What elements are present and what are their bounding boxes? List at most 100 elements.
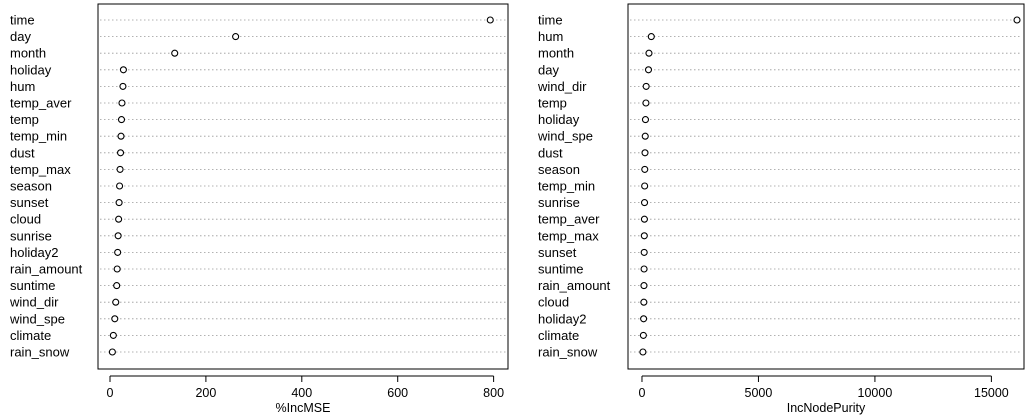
imse-label-month: month: [10, 46, 46, 61]
imse-label-day: day: [10, 29, 31, 44]
imse-point-dust: [116, 149, 125, 157]
imse-point-climate: [109, 331, 117, 339]
purity-x-tick-label-0: 0: [638, 386, 645, 400]
purity-point-temp-max: [640, 232, 648, 240]
purity-label-day: day: [538, 62, 559, 77]
imse-point-day: [232, 33, 240, 41]
purity-point-sunrise: [640, 199, 649, 207]
purity-label-temp: temp: [538, 96, 567, 111]
purity-point-temp-min: [641, 182, 649, 190]
imse-point-rain-snow: [108, 348, 116, 356]
purity-label-time: time: [538, 13, 563, 28]
imse-point-sunset: [115, 199, 123, 207]
imse-x-tick-label-400: 400: [291, 386, 312, 400]
purity-point-hum: [647, 33, 655, 41]
imse-x-tick-label-200: 200: [195, 386, 216, 400]
purity-point-cloud: [640, 298, 648, 306]
imse-label-time: time: [10, 13, 35, 28]
imse-point-temp-max: [116, 165, 124, 173]
purity-point-month: [645, 49, 653, 57]
imse-label-suntime: suntime: [10, 278, 56, 293]
imse-label-dust: dust: [10, 145, 35, 160]
purity-x-tick-label-15000: 15000: [974, 386, 1009, 400]
purity-label-hum: hum: [538, 29, 563, 44]
purity-label-climate: climate: [538, 328, 579, 343]
purity-point-holiday2: [640, 315, 648, 323]
purity-label-holiday: holiday: [538, 112, 580, 127]
purity-label-temp-min: temp_min: [538, 179, 595, 194]
imse-label-temp: temp: [10, 112, 39, 127]
purity-point-day: [644, 66, 653, 74]
imse-point-temp: [117, 116, 126, 124]
imse-point-holiday2: [114, 248, 122, 256]
imse-point-temp-min: [117, 132, 125, 140]
purity-label-sunset: sunset: [538, 245, 577, 260]
imse-label-holiday: holiday: [10, 62, 52, 77]
imse-point-time: [486, 16, 494, 24]
purity-plot-frame: [627, 3, 1025, 370]
purity-x-axis-title: IncNodePurity: [787, 401, 866, 415]
purity-point-temp-aver: [640, 215, 648, 223]
purity-point-rain-snow: [639, 348, 647, 356]
imse-x-tick-label-0: 0: [107, 386, 114, 400]
purity-label-temp-max: temp_max: [538, 228, 599, 243]
imse-label-climate: climate: [10, 328, 51, 343]
purity-point-holiday: [641, 116, 650, 124]
imse-point-sunrise: [114, 232, 122, 240]
imse-label-rain-snow: rain_snow: [10, 345, 70, 360]
imse-label-temp-aver: temp_aver: [10, 96, 72, 111]
imse-plot-frame: [97, 3, 509, 370]
imse-label-wind-spe: wind_spe: [9, 311, 65, 326]
imse-x-tick-label-600: 600: [387, 386, 408, 400]
purity-label-wind-spe: wind_spe: [537, 129, 593, 144]
imse-label-cloud: cloud: [10, 212, 41, 227]
purity-point-climate: [639, 331, 647, 339]
imse-point-season: [116, 182, 124, 190]
purity-x-tick-label-10000: 10000: [858, 386, 893, 400]
imse-label-wind-dir: wind_dir: [9, 295, 59, 310]
purity-point-suntime: [640, 265, 648, 273]
purity-point-wind-dir: [642, 82, 650, 90]
purity-point-wind-spe: [641, 132, 649, 140]
imse-point-suntime: [113, 282, 121, 290]
purity-x-tick-label-5000: 5000: [745, 386, 773, 400]
purity-label-holiday2: holiday2: [538, 311, 586, 326]
purity-label-cloud: cloud: [538, 295, 569, 310]
purity-label-rain-amount: rain_amount: [538, 278, 611, 293]
imse-point-cloud: [115, 215, 123, 223]
imse-label-season: season: [10, 179, 52, 194]
imse-point-wind-dir: [112, 298, 120, 306]
imse-x-axis-title: %IncMSE: [276, 401, 331, 415]
purity-point-rain-amount: [640, 282, 648, 290]
purity-label-month: month: [538, 46, 574, 61]
imse-label-temp-max: temp_max: [10, 162, 71, 177]
imse-point-temp-aver: [118, 99, 126, 107]
imse-label-hum: hum: [10, 79, 35, 94]
purity-point-dust: [641, 149, 649, 157]
purity-label-sunrise: sunrise: [538, 195, 580, 210]
purity-point-time: [1013, 16, 1021, 24]
imse-label-holiday2: holiday2: [10, 245, 58, 260]
purity-point-season: [641, 165, 649, 173]
imse-label-sunrise: sunrise: [10, 228, 52, 243]
purity-label-dust: dust: [538, 145, 563, 160]
purity-point-temp: [642, 99, 650, 107]
purity-label-season: season: [538, 162, 580, 177]
imse-label-rain-amount: rain_amount: [10, 262, 83, 277]
purity-label-temp-aver: temp_aver: [538, 212, 600, 227]
purity-label-suntime: suntime: [538, 262, 584, 277]
imse-label-temp-min: temp_min: [10, 129, 67, 144]
imse-label-sunset: sunset: [10, 195, 49, 210]
imse-point-holiday: [119, 66, 127, 74]
purity-label-wind-dir: wind_dir: [537, 79, 587, 94]
imse-point-hum: [119, 82, 127, 90]
imse-point-rain-amount: [113, 265, 121, 273]
imse-x-tick-label-800: 800: [483, 386, 504, 400]
imse-point-month: [171, 49, 179, 57]
purity-point-sunset: [640, 248, 648, 256]
purity-label-rain-snow: rain_snow: [538, 345, 598, 360]
imse-point-wind-spe: [111, 315, 119, 323]
